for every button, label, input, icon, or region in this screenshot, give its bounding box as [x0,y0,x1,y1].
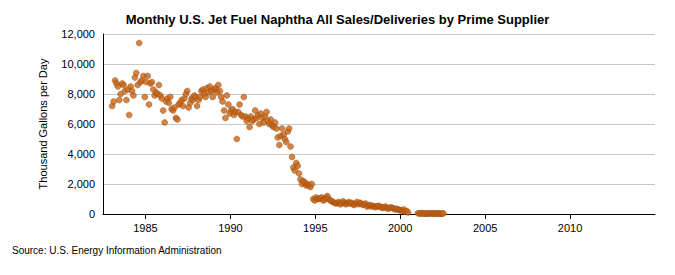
svg-text:2005: 2005 [473,222,497,234]
svg-text:2,000: 2,000 [67,178,95,190]
svg-text:1985: 1985 [133,222,157,234]
svg-text:Thousand Gallons per Day: Thousand Gallons per Day [37,58,49,189]
svg-text:10,000: 10,000 [61,58,95,70]
svg-text:Source: U.S. Energy Informatio: Source: U.S. Energy Information Administ… [12,245,222,256]
svg-text:0: 0 [89,208,95,220]
svg-text:2000: 2000 [388,222,412,234]
svg-text:Monthly U.S. Jet Fuel Naphtha: Monthly U.S. Jet Fuel Naphtha All Sales/… [126,12,550,27]
svg-text:4,000: 4,000 [67,148,95,160]
svg-text:12,000: 12,000 [61,28,95,40]
svg-text:2010: 2010 [558,222,582,234]
svg-text:1990: 1990 [218,222,242,234]
svg-text:6,000: 6,000 [67,118,95,130]
svg-text:8,000: 8,000 [67,88,95,100]
svg-text:1995: 1995 [303,222,327,234]
